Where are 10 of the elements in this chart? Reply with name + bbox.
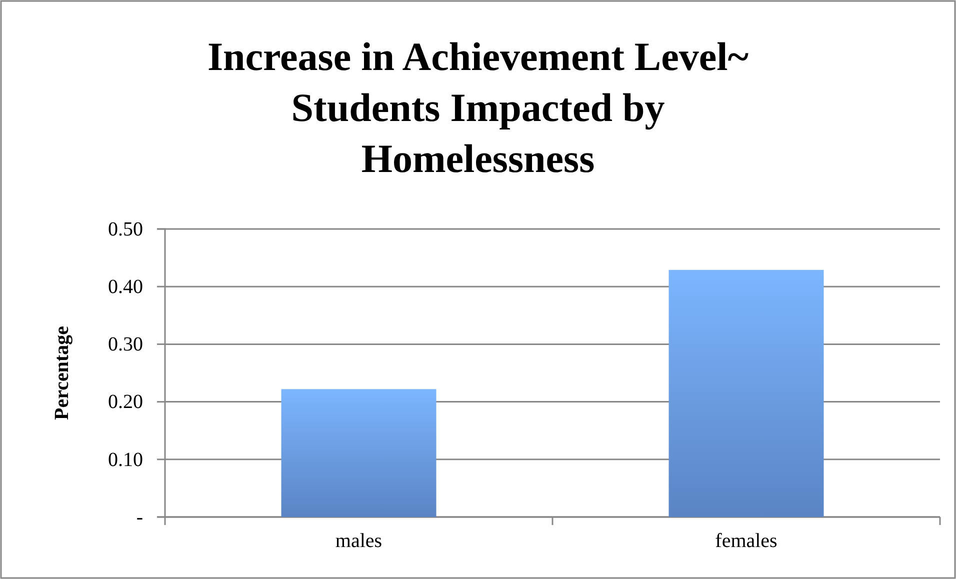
y-axis-title: Percentage [51,326,73,420]
x-tick-label: males [335,530,382,552]
x-tick-label: females [715,530,778,552]
y-tick-label: 0.30 [108,334,143,356]
y-tick-label: - [136,506,143,528]
chart-title: Increase in Achievement Level~ Students Impacted by Homelessness [207,34,749,181]
y-tick-label: 0.50 [108,218,143,240]
y-tick-label: 0.10 [108,448,143,471]
y-tick-label: 0.40 [108,276,143,298]
y-tick-label: 0.20 [108,391,143,414]
